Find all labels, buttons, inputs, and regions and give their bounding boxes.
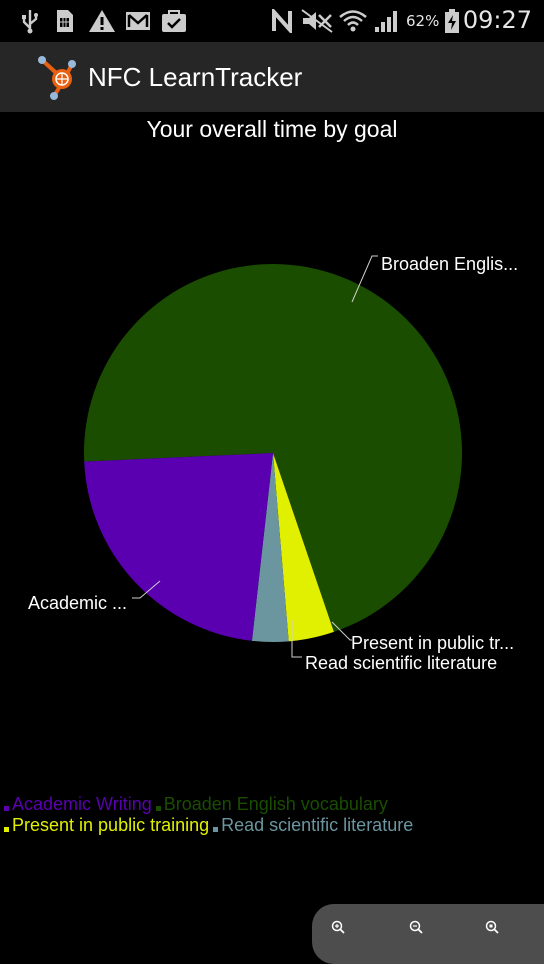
- sim-icon: [52, 8, 78, 34]
- legend-swatch: [4, 806, 9, 811]
- gmail-icon: [124, 8, 152, 34]
- status-bar: 62% 09:27: [0, 0, 544, 42]
- pie-leader-line: [351, 255, 378, 303]
- signal-icon: [372, 8, 400, 34]
- pie-slice-broaden-english-vocabulary: [84, 263, 462, 632]
- pie-slice-label: Present in public tr...: [351, 633, 514, 653]
- task-icon: [160, 8, 188, 34]
- zoom-out-icon[interactable]: [396, 912, 436, 942]
- warning-icon: [88, 8, 116, 34]
- legend-label: Academic Writing: [12, 794, 152, 814]
- battery-percent: 62%: [406, 12, 440, 30]
- status-clock: 09:27: [462, 6, 532, 34]
- legend-label: Broaden English vocabulary: [163, 794, 388, 814]
- legend-row: Academic Writing Broaden English vocabula…: [4, 794, 544, 815]
- pie-slice-read-scientific-literature: [251, 453, 289, 642]
- legend-label: Read scientific literature: [221, 815, 414, 835]
- pie-slice-label: Broaden Englis...: [381, 254, 518, 274]
- legend-swatch: [155, 806, 161, 811]
- zoom-controls: [312, 904, 544, 964]
- legend-item: Present in public training: [4, 815, 209, 836]
- pie-leader-line: [331, 621, 352, 641]
- pie-leader-line: [132, 580, 161, 599]
- pie-leader-line: [291, 620, 302, 658]
- chart-title: Your overall time by goal: [146, 116, 398, 142]
- pie-slice-label: Academic ...: [28, 593, 127, 613]
- nfc-icon: [270, 8, 294, 34]
- pie-slice-present-in-public-training: [273, 453, 334, 642]
- chart-legend: Academic Writing Broaden English vocabula…: [4, 794, 544, 836]
- legend-row: Present in public training Read scientifi…: [4, 815, 544, 836]
- zoom-reset-icon[interactable]: [472, 912, 512, 942]
- usb-icon: [18, 8, 42, 34]
- mute-icon: [300, 8, 334, 34]
- zoom-in-icon[interactable]: [318, 912, 358, 942]
- legend-item: Read scientific literature: [213, 815, 413, 836]
- legend-label: Present in public training: [12, 815, 210, 835]
- legend-swatch: [213, 827, 219, 832]
- pie-slice-label: Read scientific literature: [305, 653, 497, 673]
- legend-swatch: [4, 827, 9, 832]
- action-bar: NFC LearnTracker: [0, 42, 544, 112]
- legend-item: Broaden English vocabulary: [155, 794, 388, 815]
- nfc-tracker-logo-icon[interactable]: [34, 52, 80, 100]
- legend-item: Academic Writing: [4, 794, 152, 815]
- app-title: NFC LearnTracker: [88, 62, 303, 92]
- wifi-icon: [338, 8, 368, 34]
- battery-icon: [442, 8, 462, 34]
- pie-chart: Broaden Englis... Present in public tr...…: [28, 254, 518, 673]
- pie-slice-academic-writing: [84, 453, 273, 641]
